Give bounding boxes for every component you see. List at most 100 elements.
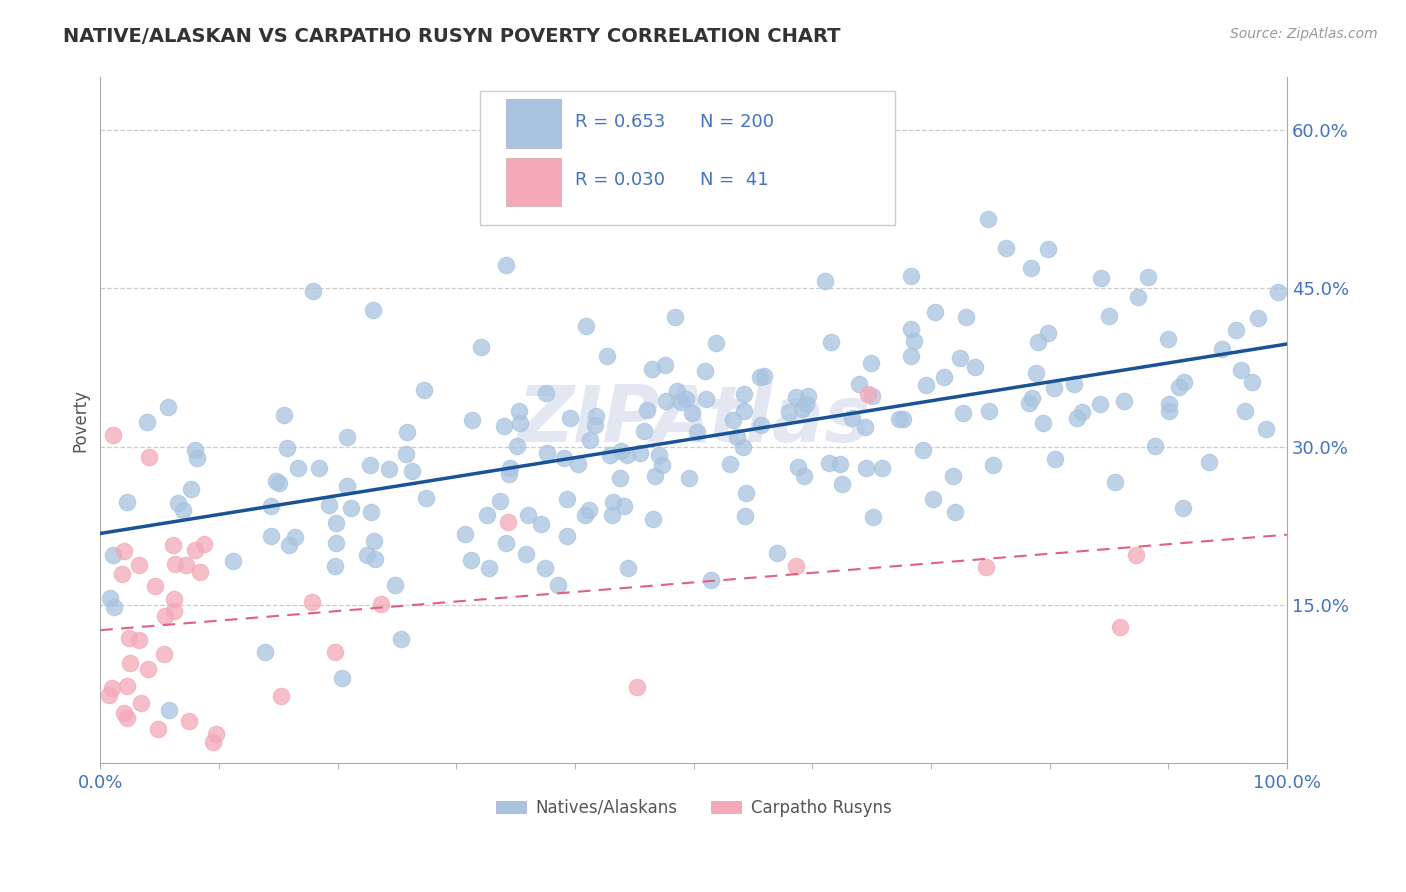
Point bbox=[841, 411, 863, 425]
Point bbox=[270, 690, 292, 704]
Point bbox=[1143, 439, 1166, 453]
Point bbox=[765, 546, 787, 560]
Point bbox=[401, 464, 423, 478]
Point bbox=[994, 241, 1017, 255]
Point bbox=[1019, 260, 1042, 275]
Point bbox=[1026, 335, 1049, 350]
FancyBboxPatch shape bbox=[506, 158, 561, 206]
Point bbox=[793, 469, 815, 483]
Point bbox=[616, 448, 638, 462]
Point bbox=[100, 681, 122, 695]
Point bbox=[600, 508, 623, 523]
Point bbox=[1267, 285, 1289, 299]
Point bbox=[671, 395, 693, 409]
Point bbox=[654, 359, 676, 373]
Point bbox=[924, 305, 946, 319]
Point bbox=[323, 559, 346, 574]
Point bbox=[308, 460, 330, 475]
Point bbox=[855, 420, 877, 434]
Point bbox=[120, 656, 142, 670]
Point bbox=[626, 680, 648, 694]
Point bbox=[1104, 475, 1126, 490]
Point bbox=[731, 440, 754, 454]
Point bbox=[1240, 375, 1263, 389]
Point bbox=[583, 417, 606, 432]
Point bbox=[136, 661, 159, 675]
Point bbox=[396, 425, 419, 439]
Point bbox=[361, 303, 384, 318]
Point bbox=[977, 211, 1000, 226]
Point bbox=[778, 405, 800, 419]
Point bbox=[1233, 404, 1256, 418]
Point bbox=[515, 547, 537, 561]
Point bbox=[1071, 405, 1094, 419]
Point bbox=[664, 310, 686, 324]
Point bbox=[143, 579, 166, 593]
Point bbox=[260, 529, 283, 543]
Point bbox=[1173, 375, 1195, 389]
Text: R = 0.030: R = 0.030 bbox=[575, 171, 665, 189]
Point bbox=[725, 430, 748, 444]
Point bbox=[547, 578, 569, 592]
Point bbox=[555, 492, 578, 507]
Point bbox=[495, 536, 517, 550]
Point bbox=[859, 356, 882, 370]
Point bbox=[641, 512, 664, 526]
Point bbox=[1063, 376, 1085, 391]
Point bbox=[785, 558, 807, 573]
Point bbox=[153, 647, 176, 661]
Point bbox=[1256, 422, 1278, 436]
Point bbox=[1125, 548, 1147, 562]
Point bbox=[287, 460, 309, 475]
Point bbox=[517, 508, 540, 522]
Point bbox=[470, 340, 492, 354]
FancyBboxPatch shape bbox=[479, 91, 896, 225]
Point bbox=[174, 558, 197, 573]
Point bbox=[378, 462, 401, 476]
Point bbox=[666, 384, 689, 399]
Point bbox=[754, 185, 776, 199]
Point bbox=[128, 558, 150, 572]
Point bbox=[478, 560, 501, 574]
Point bbox=[254, 645, 277, 659]
Point bbox=[1090, 270, 1112, 285]
Text: R = 0.653: R = 0.653 bbox=[575, 113, 665, 131]
Point bbox=[749, 418, 772, 433]
Point bbox=[112, 706, 135, 720]
Point bbox=[949, 351, 972, 365]
Point bbox=[942, 468, 965, 483]
Point bbox=[976, 560, 998, 574]
Point bbox=[363, 533, 385, 548]
Point bbox=[172, 503, 194, 517]
Point bbox=[704, 336, 727, 351]
Point bbox=[943, 504, 966, 518]
Point bbox=[610, 444, 633, 458]
Point bbox=[903, 334, 925, 348]
Point bbox=[831, 477, 853, 491]
Point bbox=[558, 411, 581, 425]
Point bbox=[336, 430, 359, 444]
Point bbox=[415, 491, 437, 506]
Point bbox=[1114, 393, 1136, 408]
Point bbox=[858, 387, 880, 401]
Point bbox=[579, 433, 602, 447]
Point bbox=[792, 402, 814, 417]
FancyBboxPatch shape bbox=[506, 99, 561, 148]
Point bbox=[1247, 311, 1270, 326]
Point bbox=[1198, 454, 1220, 468]
Point bbox=[165, 558, 187, 572]
Point bbox=[1032, 416, 1054, 430]
Point bbox=[112, 544, 135, 558]
Point bbox=[955, 310, 977, 324]
Point bbox=[536, 446, 558, 460]
Point bbox=[963, 360, 986, 375]
Point bbox=[177, 714, 200, 728]
Point bbox=[814, 275, 837, 289]
Point bbox=[534, 386, 557, 401]
Point bbox=[981, 458, 1004, 472]
Point bbox=[1225, 323, 1247, 337]
Text: N =  41: N = 41 bbox=[700, 171, 768, 189]
Point bbox=[797, 389, 820, 403]
Point bbox=[855, 461, 877, 475]
Point bbox=[1038, 242, 1060, 256]
